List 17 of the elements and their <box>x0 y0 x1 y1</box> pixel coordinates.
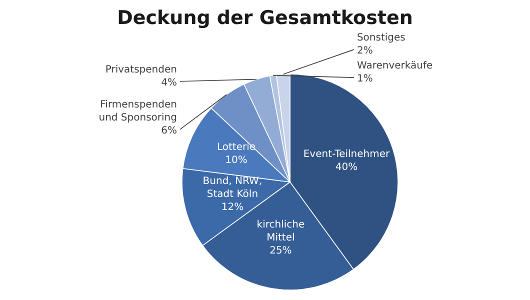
slice-label: Bund, NRW, Stadt Köln <box>202 176 262 200</box>
slice-label: kirchliche Mittel <box>256 220 305 244</box>
data-label: 10% <box>225 155 248 166</box>
data-label: 6% <box>161 125 177 136</box>
chart-title: Deckung der Gesamtkosten <box>117 7 413 29</box>
data-label: 12% <box>221 202 244 213</box>
data-label: 1% <box>356 74 373 85</box>
data-label: 2% <box>356 46 373 57</box>
slice-label: Lotterie <box>216 142 256 154</box>
slice-label: Warenverkäufe <box>356 60 433 72</box>
slice-label: Event-Teilnehmer <box>303 149 391 160</box>
data-label: 4% <box>161 77 177 88</box>
slice-label: Sonstiges <box>356 32 406 44</box>
slice-label: Privatspenden <box>105 64 177 76</box>
slice-label: Firmenspenden und Sponsoring <box>98 99 177 124</box>
data-label: 25% <box>270 246 292 257</box>
data-label: 40% <box>335 162 358 174</box>
